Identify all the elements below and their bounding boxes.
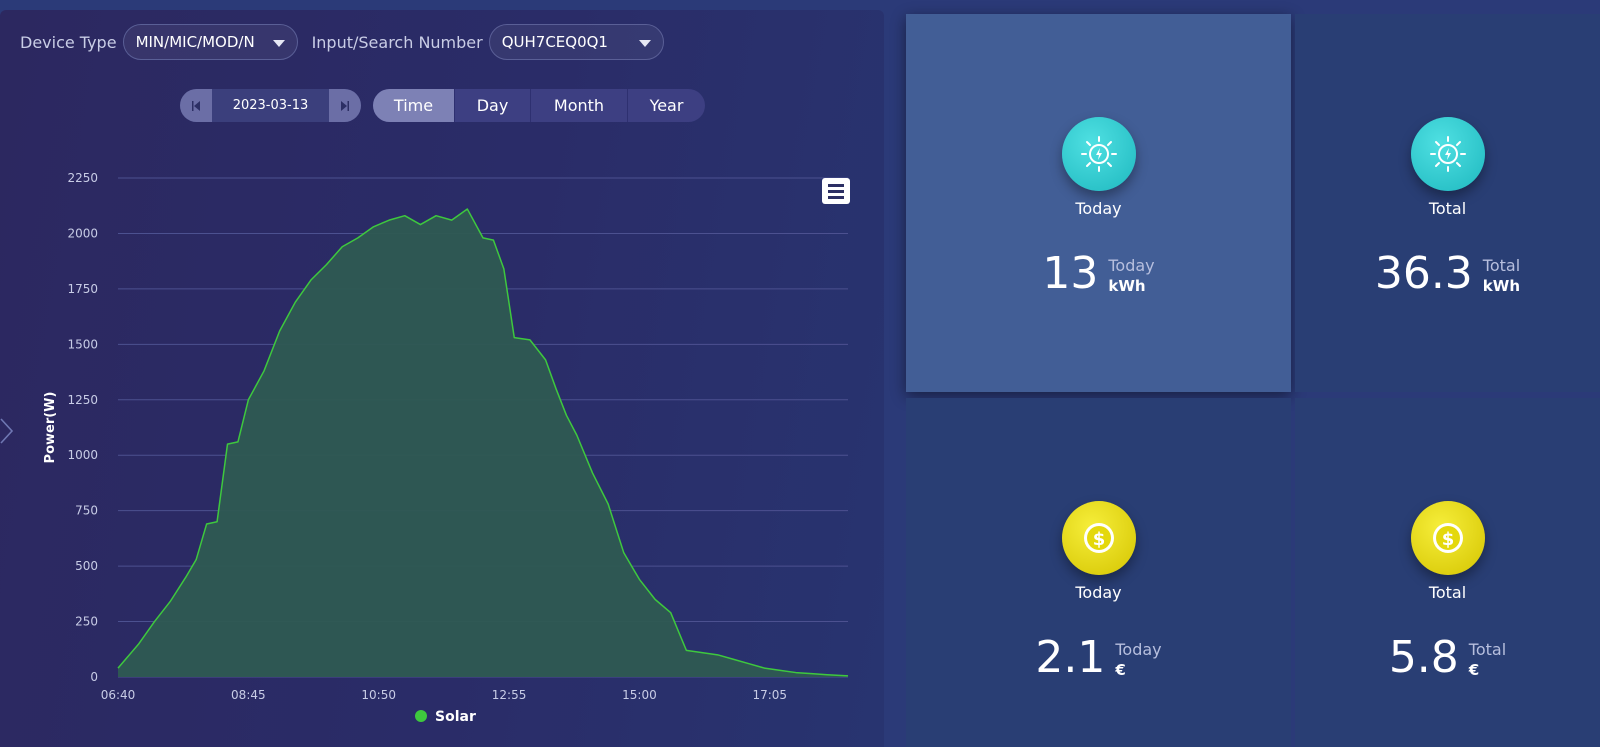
dollar-coin-icon: $ [1410,501,1485,575]
x-tick-label: 08:45 [231,688,266,702]
legend-marker [415,710,427,722]
card-title: Total [1428,583,1467,602]
power-area-chart: 0 250 500 750 1000 1250 1500 1750 2000 2250 06:40 0… [43,171,850,725]
card-unit: kWh [1482,277,1520,295]
skip-forward-icon [341,100,349,111]
solar-series-line [117,208,849,677]
search-number-select[interactable]: QUH7CEQ0Q1 [488,24,664,60]
device-type-value: MIN/MIC/MOD/N [135,33,255,51]
today-revenue-value: 2.1 [1035,632,1106,683]
today-energy-card[interactable]: Today 13 Today kWh [906,14,1291,392]
card-unit: kWh [1108,277,1146,295]
collapse-arrow-icon[interactable] [0,418,14,444]
tab-month[interactable]: Month [531,89,628,122]
total-energy-card[interactable]: Total 36.3 Total kWh [1295,14,1600,392]
y-tick-label: 2250 [67,171,98,185]
tab-time[interactable]: Time [373,89,455,122]
chart-menu-icon[interactable] [822,178,850,204]
total-revenue-card[interactable]: $ Total 5.8 Total € [1295,398,1600,747]
solar-sun-icon [1410,117,1485,191]
card-side-label: Total [1468,640,1507,659]
dollar-coin-icon: $ [1061,501,1136,575]
y-tick-label: 2000 [67,226,98,240]
card-value-group: 5.8 Total € [1389,636,1506,680]
total-energy-value: 36.3 [1374,248,1473,299]
card-side-label: Total [1482,256,1521,275]
card-title: Total [1428,199,1467,218]
skip-back-icon [192,100,200,111]
search-number-value: QUH7CEQ0Q1 [501,33,608,51]
svg-text:$: $ [1441,529,1454,550]
y-tick-label: 1250 [67,393,98,407]
y-axis-label: Power(W) [43,392,58,464]
date-navigator: 2023-03-13 [180,89,361,122]
solar-sun-icon [1061,117,1136,191]
y-tick-label: 500 [75,559,98,573]
card-unit: € [1115,661,1126,679]
chevron-down-icon [272,40,285,47]
tab-day[interactable]: Day [455,89,531,122]
card-unit: € [1468,661,1480,679]
x-tick-label: 10:50 [361,688,396,702]
y-tick-label: 0 [90,670,98,684]
y-tick-label: 750 [75,504,98,518]
y-tick-label: 1500 [67,337,98,351]
y-tick-label: 1000 [67,448,98,462]
filter-bar: Device Type MIN/MIC/MOD/N Input/Search N… [20,24,664,60]
y-tick-label: 1750 [67,282,98,296]
svg-text:$: $ [1092,529,1105,550]
card-value-group: 36.3 Total kWh [1375,252,1520,296]
card-value-group: 2.1 Today € [1035,636,1161,680]
device-type-select[interactable]: MIN/MIC/MOD/N [122,24,298,60]
card-title: Today [1075,583,1122,602]
next-date-button[interactable] [329,89,361,122]
x-tick-label: 06:40 [101,688,136,702]
total-revenue-value: 5.8 [1388,632,1459,683]
today-energy-value: 13 [1042,248,1099,299]
x-tick-label: 15:00 [622,688,657,702]
search-number-label: Input/Search Number [311,32,483,52]
x-tick-label: 17:05 [752,688,787,702]
selected-date[interactable]: 2023-03-13 [212,89,329,122]
card-side-label: Today [1108,256,1155,275]
chevron-down-icon [638,40,651,47]
card-side-label: Today [1115,640,1162,659]
legend-label: Solar [435,709,476,725]
device-type-label: Device Type [20,32,117,52]
card-title: Today [1075,199,1122,218]
card-value-group: 13 Today kWh [1042,252,1154,296]
previous-date-button[interactable] [180,89,212,122]
x-tick-label: 12:55 [492,688,527,702]
today-revenue-card[interactable]: $ Today 2.1 Today € [906,398,1291,747]
y-tick-label: 250 [75,615,98,629]
tab-year[interactable]: Year [649,96,684,115]
solar-series-area [118,209,848,677]
period-tabs: Time Day Month Year [373,89,705,122]
